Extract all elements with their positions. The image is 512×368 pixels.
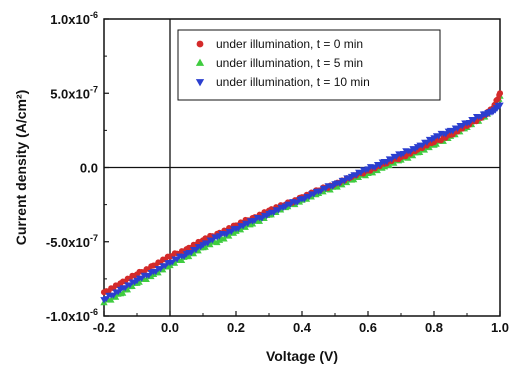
data-series-layer bbox=[100, 90, 504, 306]
data-point-fill bbox=[178, 256, 186, 263]
legend-label: under illumination, t = 10 min bbox=[216, 75, 370, 89]
data-point-fill bbox=[329, 183, 337, 190]
legend-label: under illumination, t = 5 min bbox=[216, 56, 363, 70]
data-point-fill bbox=[128, 283, 136, 290]
data-point-fill bbox=[362, 167, 370, 174]
data-point-fill bbox=[296, 196, 304, 203]
data-point-fill bbox=[147, 269, 155, 276]
legend-marker-circle bbox=[196, 40, 204, 48]
data-point-fill bbox=[263, 213, 271, 220]
x-tick-label: 0.0 bbox=[161, 320, 179, 335]
data-point-fill bbox=[180, 253, 188, 260]
x-tick-label: 1.0 bbox=[491, 320, 509, 335]
data-point-fill bbox=[148, 263, 154, 269]
x-axis-ticks: -0.2 0.0 0.2 0.4 0.6 0.8 1.0 bbox=[93, 311, 509, 335]
y-tick-label: 0.0 bbox=[80, 161, 98, 176]
data-point-fill bbox=[124, 286, 132, 293]
data-point-fill bbox=[142, 276, 150, 283]
y-tick-label: -5.0x10-7 bbox=[46, 233, 98, 250]
series-triangle-down bbox=[100, 102, 504, 304]
data-point-fill bbox=[213, 239, 221, 246]
data-point-fill bbox=[164, 253, 171, 260]
data-point-fill bbox=[495, 103, 503, 110]
data-point-fill bbox=[112, 293, 120, 300]
data-point-fill bbox=[220, 235, 228, 242]
y-tick-label: -1.0x10-6 bbox=[46, 307, 98, 324]
data-point-fill bbox=[213, 234, 221, 241]
data-point-fill bbox=[135, 278, 143, 285]
data-point-fill bbox=[496, 92, 502, 98]
data-point-fill bbox=[119, 289, 127, 296]
data-point-fill bbox=[131, 272, 138, 279]
x-tick-label: 0.6 bbox=[359, 320, 377, 335]
data-point-fill bbox=[197, 244, 205, 251]
data-point-fill bbox=[411, 146, 419, 153]
data-point-fill bbox=[428, 140, 435, 147]
legend-box bbox=[177, 29, 441, 101]
legend-label: under illumination, t = 0 min bbox=[216, 37, 363, 51]
data-point-fill bbox=[131, 279, 139, 286]
data-point-fill bbox=[345, 175, 353, 182]
y-tick-label: 1.0x10-6 bbox=[50, 10, 98, 27]
data-point-fill bbox=[164, 260, 172, 267]
y-axis-ticks: 1.0x10-6 5.0x10-7 0.0 -5.0x10-7 -1.0x10-6 bbox=[46, 10, 109, 324]
legend-marker-triangle-down bbox=[195, 79, 205, 87]
data-point-fill bbox=[312, 188, 320, 195]
data-point-fill bbox=[114, 289, 122, 296]
legend: under illumination, t = 0 min under illum… bbox=[177, 29, 441, 101]
x-tick-label: -0.2 bbox=[93, 320, 115, 335]
data-point-fill bbox=[428, 137, 436, 144]
data-point-fill bbox=[395, 151, 403, 158]
x-axis-title: Voltage (V) bbox=[266, 348, 338, 364]
data-point-fill bbox=[378, 159, 386, 166]
data-point-fill bbox=[279, 205, 287, 212]
y-axis-title: Current density (A/cm²) bbox=[13, 90, 29, 246]
x-tick-label: 0.2 bbox=[227, 320, 245, 335]
data-point-fill bbox=[246, 218, 254, 225]
data-point-fill bbox=[477, 114, 485, 121]
data-point-fill bbox=[185, 253, 193, 260]
y-tick-label: 5.0x10-7 bbox=[50, 84, 98, 101]
data-point-fill bbox=[230, 229, 238, 236]
data-point-fill bbox=[107, 296, 115, 303]
x-tick-label: 0.4 bbox=[293, 320, 312, 335]
data-point-fill bbox=[461, 120, 469, 127]
data-point-fill bbox=[225, 232, 233, 239]
x-tick-label: 0.8 bbox=[425, 320, 443, 335]
legend-marker-triangle-up bbox=[195, 58, 205, 66]
data-point-fill bbox=[230, 226, 238, 233]
data-point-fill bbox=[444, 128, 452, 135]
